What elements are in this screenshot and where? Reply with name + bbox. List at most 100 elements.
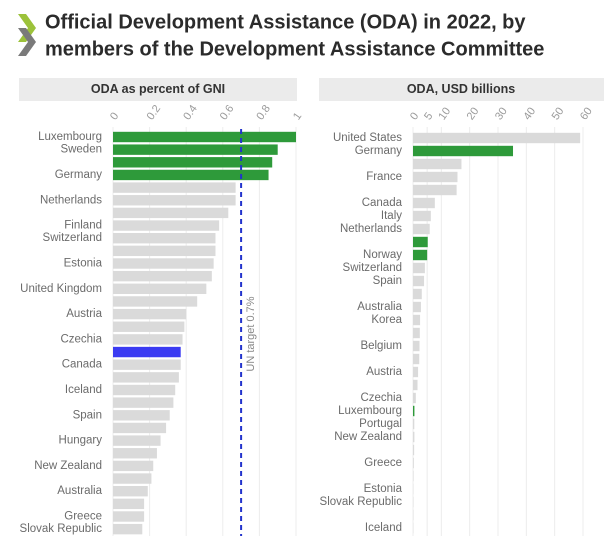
- category-label: Germany: [355, 145, 403, 157]
- category-label: Portugal: [359, 418, 402, 430]
- bar: [413, 289, 422, 299]
- bar: [413, 198, 435, 208]
- bar: [413, 419, 414, 429]
- bar: [413, 263, 425, 273]
- category-label: Luxembourg: [338, 405, 402, 417]
- category-label: Slovak Republic: [20, 523, 103, 535]
- bar: [113, 486, 148, 496]
- bar: [113, 246, 215, 256]
- category-label: Austria: [66, 308, 102, 320]
- category-label: United Kingdom: [20, 283, 102, 295]
- bar: [113, 334, 183, 344]
- category-label: Finland: [64, 220, 102, 232]
- bar: [413, 406, 414, 416]
- category-label: Switzerland: [343, 262, 402, 274]
- bar: [413, 328, 420, 338]
- category-label: Hungary: [59, 435, 103, 447]
- category-label: Austria: [366, 366, 402, 378]
- bar: [113, 322, 184, 332]
- bar: [113, 157, 272, 167]
- bar: [413, 432, 414, 442]
- bar: [413, 146, 513, 156]
- bar: [113, 208, 228, 218]
- bar: [113, 499, 144, 509]
- bar: [113, 410, 170, 420]
- bar: [113, 385, 175, 395]
- category-label: France: [366, 171, 402, 183]
- x-tick-label: 0.8: [254, 103, 273, 122]
- category-label: Canada: [362, 197, 403, 209]
- bar: [413, 172, 457, 182]
- panel-title: ODA, USD billions: [407, 82, 515, 96]
- category-label: Estonia: [364, 483, 403, 495]
- bar: [113, 132, 296, 142]
- x-tick-label: 20: [465, 105, 482, 122]
- bar: [413, 237, 428, 247]
- bar: [413, 380, 418, 390]
- bar: [413, 185, 457, 195]
- category-label: New Zealand: [334, 431, 402, 443]
- bar: [113, 233, 215, 243]
- category-label: Spain: [373, 275, 402, 287]
- x-tick-label: 0.4: [181, 103, 200, 122]
- category-label: Netherlands: [40, 194, 102, 206]
- category-label: Canada: [62, 359, 103, 371]
- bar: [113, 423, 166, 433]
- bar: [113, 435, 161, 445]
- bar: [113, 284, 206, 294]
- category-label: Korea: [371, 314, 402, 326]
- bar: [413, 211, 431, 221]
- category-label: New Zealand: [34, 460, 102, 472]
- bar: [113, 461, 153, 471]
- category-label: Iceland: [65, 384, 102, 396]
- category-label: Australia: [357, 301, 402, 313]
- bar: [113, 258, 214, 268]
- bar: [413, 393, 416, 403]
- x-tick-label: 40: [521, 105, 538, 122]
- bar: [413, 133, 580, 143]
- bar: [413, 224, 430, 234]
- bar: [413, 250, 427, 260]
- category-label: Belgium: [360, 340, 402, 352]
- reference-label: UN target 0.7%: [245, 296, 257, 371]
- bar: [113, 372, 179, 382]
- category-label: Spain: [73, 409, 102, 421]
- category-label: Germany: [55, 169, 103, 181]
- panel-title: ODA as percent of GNI: [91, 82, 225, 96]
- x-tick-label: 30: [493, 105, 510, 122]
- bar: [413, 315, 420, 325]
- category-label: Slovak Republic: [320, 496, 403, 508]
- x-tick-label: 0: [408, 110, 421, 122]
- category-label: Czechia: [60, 333, 102, 345]
- bar: [113, 195, 236, 205]
- bar: [113, 170, 269, 180]
- x-tick-label: 10: [436, 105, 453, 122]
- category-label: Netherlands: [340, 223, 402, 235]
- category-label: Czechia: [360, 392, 402, 404]
- bar: [113, 309, 186, 319]
- x-tick-label: 0.6: [218, 103, 237, 122]
- bar: [113, 271, 212, 281]
- category-label: Greece: [364, 457, 402, 469]
- bar: [413, 445, 414, 455]
- category-label: Iceland: [365, 522, 402, 534]
- bar: [113, 296, 197, 306]
- x-tick-label: 0: [108, 110, 121, 122]
- bar: [413, 302, 421, 312]
- bar: [113, 144, 278, 154]
- bar: [113, 360, 181, 370]
- x-tick-label: 60: [578, 105, 595, 122]
- x-tick-label: 0.2: [145, 103, 164, 122]
- title-line: members of the Development Assistance Co…: [45, 38, 544, 60]
- category-label: Australia: [57, 485, 102, 497]
- bar: [413, 276, 424, 286]
- bar: [113, 220, 219, 230]
- bar: [413, 159, 461, 169]
- category-label: Estonia: [64, 258, 103, 270]
- category-label: Italy: [381, 210, 402, 222]
- category-label: Greece: [64, 511, 102, 523]
- bar: [113, 182, 236, 192]
- x-tick-label: 1: [291, 110, 304, 122]
- bar: [413, 471, 414, 481]
